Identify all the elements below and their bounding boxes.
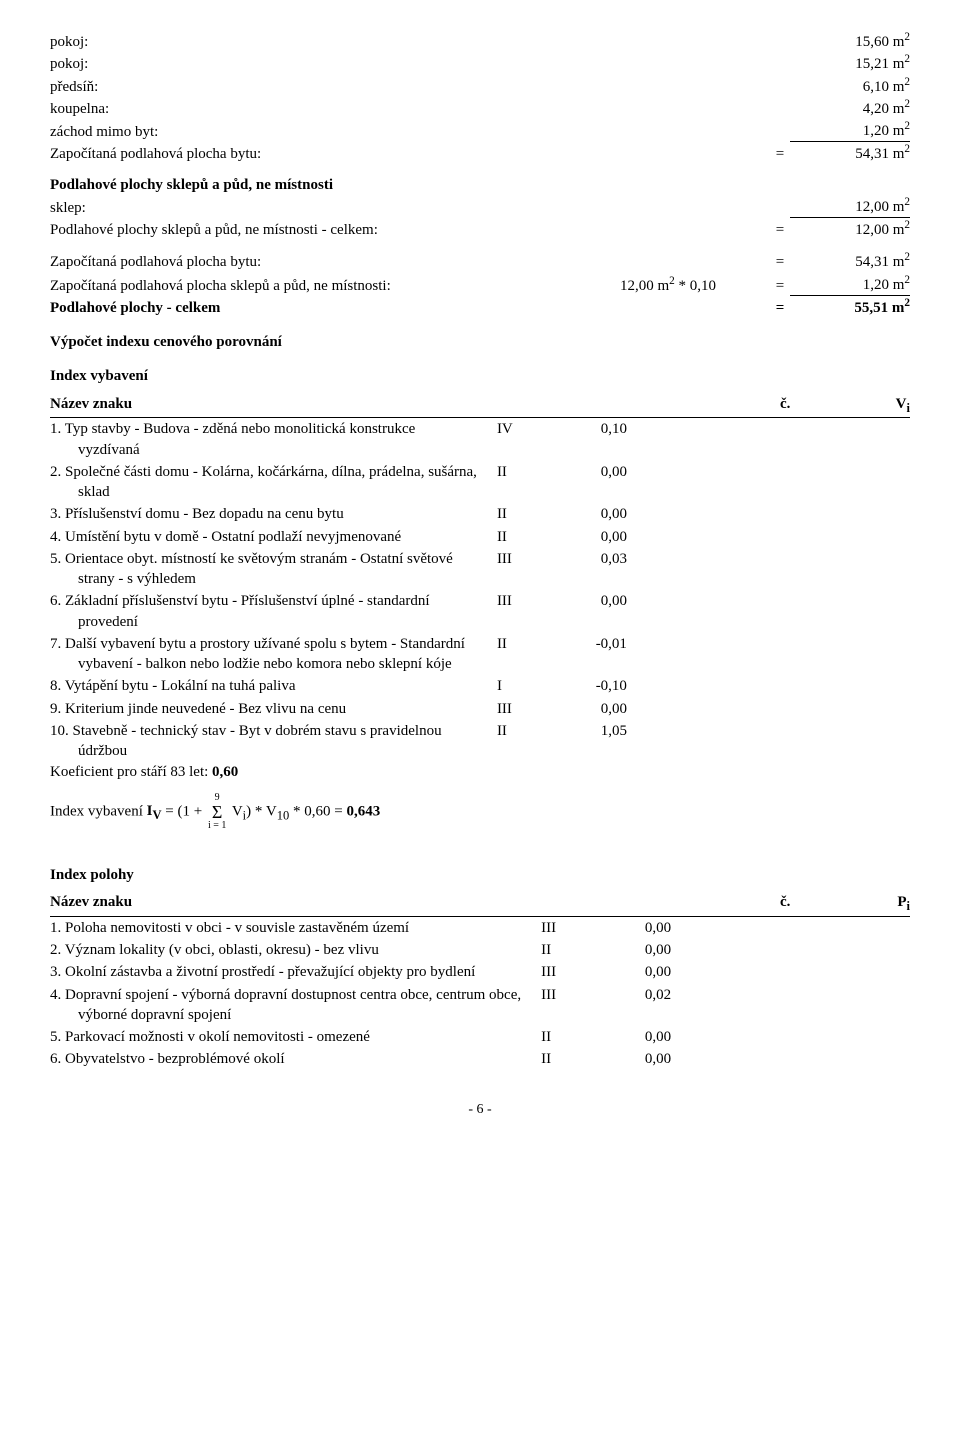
row-val: 0,00 [601, 1026, 671, 1048]
row-num: III [477, 698, 557, 720]
room-row: pokoj: 15,60 m2 [50, 30, 910, 52]
table-row: 4. Dopravní spojení - výborná dopravní d… [50, 984, 671, 1027]
table-row: 9. Kriterium jinde neuvedené - Bez vlivu… [50, 698, 627, 720]
row-val: 0,10 [557, 418, 627, 461]
table-row: 1. Typ stavby - Budova - zděná nebo mono… [50, 418, 627, 461]
room-total: Podlahové plochy - celkem = 55,51 m2 [50, 296, 910, 318]
row-name: 8. Vytápění bytu - Lokální na tuhá paliv… [50, 675, 477, 697]
room-sum: Započítaná podlahová plocha bytu: = 54,3… [50, 142, 910, 164]
row-sub: výborné dopravní spojení [50, 1005, 521, 1025]
room-label: pokoj: [50, 32, 620, 52]
row-num: II [477, 720, 557, 763]
room-row: pokoj: 15,21 m2 [50, 52, 910, 74]
row-name: 1. Poloha nemovitosti v obci - v souvisl… [50, 917, 521, 939]
row-num: II [521, 1026, 601, 1048]
row-name: 6. Základní příslušenství bytu - Přísluš… [50, 590, 477, 633]
row-num: III [521, 961, 601, 983]
row-num: III [521, 984, 601, 1027]
rooms-block: pokoj: 15,60 m2 pokoj: 15,21 m2 předsíň:… [50, 30, 910, 318]
ip-title: Index polohy [50, 865, 910, 885]
row-val: 0,00 [601, 917, 671, 939]
row-val: 0,00 [601, 1048, 671, 1070]
ip-header: Název znaku č. Pi [50, 891, 910, 917]
iv-header: Název znaku č. Vi [50, 393, 910, 419]
table-row: 6. Obyvatelstvo - bezproblémové okolíII0… [50, 1048, 671, 1070]
row-num: II [477, 461, 557, 504]
iv-table: Název znaku č. Vi 1. Typ stavby - Budova… [50, 393, 910, 763]
row-num: III [477, 590, 557, 633]
subheading: Podlahové plochy sklepů a půd, ne místno… [50, 175, 910, 195]
row-name: 3. Příslušenství domu - Bez dopadu na ce… [50, 503, 477, 525]
row-val: -0,10 [557, 675, 627, 697]
room-row: předsíň: 6,10 m2 [50, 75, 910, 97]
row-name: 5. Parkovací možnosti v okolí nemovitost… [50, 1026, 521, 1048]
row-val: 0,02 [601, 984, 671, 1027]
row-name: 5. Orientace obyt. místností ke světovým… [50, 548, 477, 591]
table-row: 5. Orientace obyt. místností ke světovým… [50, 548, 627, 591]
row-val: -0,01 [557, 633, 627, 676]
row-name: 2. Společné části domu - Kolárna, kočárk… [50, 461, 477, 504]
room-sum: Započítaná podlahová plocha bytu: = 54,3… [50, 250, 910, 272]
row-sub: vybavení - balkon nebo lodžie nebo komor… [50, 654, 477, 674]
row-name: 4. Umístění bytu v domě - Ostatní podlaž… [50, 526, 477, 548]
calc-title: Výpočet indexu cenového porovnání [50, 332, 910, 352]
row-val: 0,00 [601, 961, 671, 983]
row-sub: strany - s výhledem [50, 569, 477, 589]
room-sum: Podlahové plochy sklepů a půd, ne místno… [50, 218, 910, 240]
row-name: 4. Dopravní spojení - výborná dopravní d… [50, 984, 521, 1027]
row-val: 0,00 [557, 461, 627, 504]
row-num: II [477, 503, 557, 525]
table-row: 2. Význam lokality (v obci, oblasti, okr… [50, 939, 671, 961]
row-val: 0,00 [557, 698, 627, 720]
row-num: IV [477, 418, 557, 461]
table-row: 10. Stavebně - technický stav - Byt v do… [50, 720, 627, 763]
table-row: 4. Umístění bytu v domě - Ostatní podlaž… [50, 526, 627, 548]
row-sub: údržbou [50, 741, 477, 761]
row-num: II [521, 939, 601, 961]
row-sub: sklad [50, 482, 477, 502]
ip-table: Název znaku č. Pi 1. Poloha nemovitosti … [50, 891, 910, 1071]
room-value: 15,60 m2 [790, 30, 910, 52]
table-row: 7. Další vybavení bytu a prostory užívan… [50, 633, 627, 676]
iv-formula: Index vybavení IV = (1 + 9Σi = 1 Vi) * V… [50, 793, 910, 831]
row-name: 3. Okolní zástavba a životní prostředí -… [50, 961, 521, 983]
row-val: 0,00 [601, 939, 671, 961]
row-num: II [477, 633, 557, 676]
table-row: 3. Okolní zástavba a životní prostředí -… [50, 961, 671, 983]
row-sub: provedení [50, 612, 477, 632]
row-val: 1,05 [557, 720, 627, 763]
row-name: 2. Význam lokality (v obci, oblasti, okr… [50, 939, 521, 961]
row-val: 0,03 [557, 548, 627, 591]
table-row: 1. Poloha nemovitosti v obci - v souvisl… [50, 917, 671, 939]
row-num: II [521, 1048, 601, 1070]
row-name: 10. Stavebně - technický stav - Byt v do… [50, 720, 477, 763]
page-footer: - 6 - [50, 1101, 910, 1120]
room-row: koupelna: 4,20 m2 [50, 97, 910, 119]
room-row: záchod mimo byt: 1,20 m2 [50, 119, 910, 142]
row-val: 0,00 [557, 503, 627, 525]
row-val: 0,00 [557, 526, 627, 548]
row-val: 0,00 [557, 590, 627, 633]
row-num: I [477, 675, 557, 697]
table-row: 8. Vytápění bytu - Lokální na tuhá paliv… [50, 675, 627, 697]
row-name: 9. Kriterium jinde neuvedené - Bez vlivu… [50, 698, 477, 720]
sigma-icon: 9Σi = 1 [208, 793, 226, 831]
table-row: 6. Základní příslušenství bytu - Přísluš… [50, 590, 627, 633]
row-num: III [521, 917, 601, 939]
koef-line: Koeficient pro stáří 83 let: 0,60 [50, 762, 910, 782]
room-row: sklep: 12,00 m2 [50, 195, 910, 218]
row-num: III [477, 548, 557, 591]
row-name: 1. Typ stavby - Budova - zděná nebo mono… [50, 418, 477, 461]
table-row: 3. Příslušenství domu - Bez dopadu na ce… [50, 503, 627, 525]
row-name: 7. Další vybavení bytu a prostory užívan… [50, 633, 477, 676]
row-name: 6. Obyvatelstvo - bezproblémové okolí [50, 1048, 521, 1070]
room-row: Započítaná podlahová plocha sklepů a půd… [50, 273, 910, 296]
row-num: II [477, 526, 557, 548]
table-row: 5. Parkovací možnosti v okolí nemovitost… [50, 1026, 671, 1048]
row-sub: vyzdívaná [50, 440, 477, 460]
iv-title: Index vybavení [50, 366, 910, 386]
table-row: 2. Společné části domu - Kolárna, kočárk… [50, 461, 627, 504]
